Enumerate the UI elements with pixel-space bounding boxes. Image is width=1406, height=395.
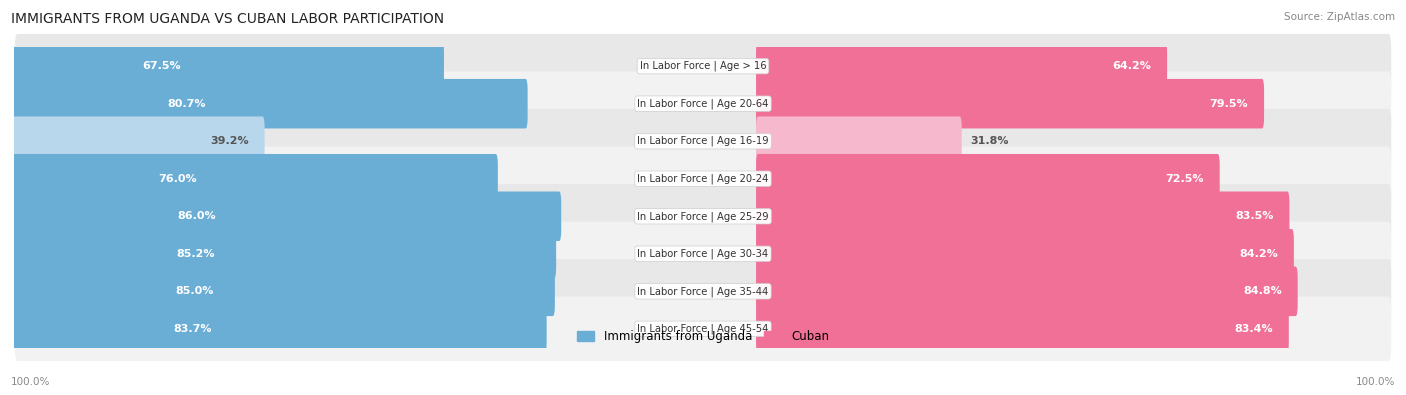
- Text: 79.5%: 79.5%: [1209, 99, 1249, 109]
- Text: In Labor Force | Age 16-19: In Labor Force | Age 16-19: [637, 136, 769, 147]
- Text: 84.8%: 84.8%: [1243, 286, 1282, 296]
- FancyBboxPatch shape: [13, 41, 444, 91]
- FancyBboxPatch shape: [756, 229, 1294, 278]
- Text: 85.0%: 85.0%: [176, 286, 214, 296]
- FancyBboxPatch shape: [14, 184, 1392, 248]
- Text: In Labor Force | Age 25-29: In Labor Force | Age 25-29: [637, 211, 769, 222]
- Text: 64.2%: 64.2%: [1112, 61, 1152, 71]
- FancyBboxPatch shape: [756, 41, 1167, 91]
- Text: 31.8%: 31.8%: [970, 136, 1008, 146]
- Text: In Labor Force | Age 20-64: In Labor Force | Age 20-64: [637, 98, 769, 109]
- Text: In Labor Force | Age 35-44: In Labor Force | Age 35-44: [637, 286, 769, 297]
- Text: 100.0%: 100.0%: [1355, 377, 1395, 387]
- Text: 85.2%: 85.2%: [176, 249, 215, 259]
- Text: 67.5%: 67.5%: [142, 61, 181, 71]
- FancyBboxPatch shape: [13, 79, 527, 128]
- FancyBboxPatch shape: [14, 71, 1392, 136]
- Text: 83.7%: 83.7%: [173, 324, 212, 334]
- Text: 39.2%: 39.2%: [209, 136, 249, 146]
- FancyBboxPatch shape: [13, 154, 498, 203]
- FancyBboxPatch shape: [13, 304, 547, 354]
- Text: 80.7%: 80.7%: [167, 99, 207, 109]
- Text: 84.2%: 84.2%: [1239, 249, 1278, 259]
- Text: In Labor Force | Age > 16: In Labor Force | Age > 16: [640, 61, 766, 71]
- FancyBboxPatch shape: [756, 117, 962, 166]
- FancyBboxPatch shape: [756, 192, 1289, 241]
- Text: In Labor Force | Age 30-34: In Labor Force | Age 30-34: [637, 248, 769, 259]
- Text: 83.4%: 83.4%: [1234, 324, 1272, 334]
- Text: 72.5%: 72.5%: [1166, 174, 1204, 184]
- Text: 100.0%: 100.0%: [11, 377, 51, 387]
- FancyBboxPatch shape: [14, 259, 1392, 324]
- Text: Source: ZipAtlas.com: Source: ZipAtlas.com: [1284, 12, 1395, 22]
- FancyBboxPatch shape: [756, 79, 1264, 128]
- FancyBboxPatch shape: [756, 267, 1298, 316]
- Text: IMMIGRANTS FROM UGANDA VS CUBAN LABOR PARTICIPATION: IMMIGRANTS FROM UGANDA VS CUBAN LABOR PA…: [11, 12, 444, 26]
- FancyBboxPatch shape: [756, 304, 1289, 354]
- FancyBboxPatch shape: [13, 267, 555, 316]
- FancyBboxPatch shape: [756, 154, 1219, 203]
- FancyBboxPatch shape: [14, 297, 1392, 361]
- Text: 76.0%: 76.0%: [159, 174, 197, 184]
- FancyBboxPatch shape: [14, 222, 1392, 286]
- Text: In Labor Force | Age 20-24: In Labor Force | Age 20-24: [637, 173, 769, 184]
- Legend: Immigrants from Uganda, Cuban: Immigrants from Uganda, Cuban: [572, 325, 834, 348]
- FancyBboxPatch shape: [14, 34, 1392, 98]
- FancyBboxPatch shape: [13, 229, 557, 278]
- FancyBboxPatch shape: [14, 109, 1392, 173]
- FancyBboxPatch shape: [13, 117, 264, 166]
- FancyBboxPatch shape: [13, 192, 561, 241]
- Text: 83.5%: 83.5%: [1236, 211, 1274, 221]
- FancyBboxPatch shape: [14, 147, 1392, 211]
- Text: In Labor Force | Age 45-54: In Labor Force | Age 45-54: [637, 324, 769, 334]
- Text: 86.0%: 86.0%: [177, 211, 217, 221]
